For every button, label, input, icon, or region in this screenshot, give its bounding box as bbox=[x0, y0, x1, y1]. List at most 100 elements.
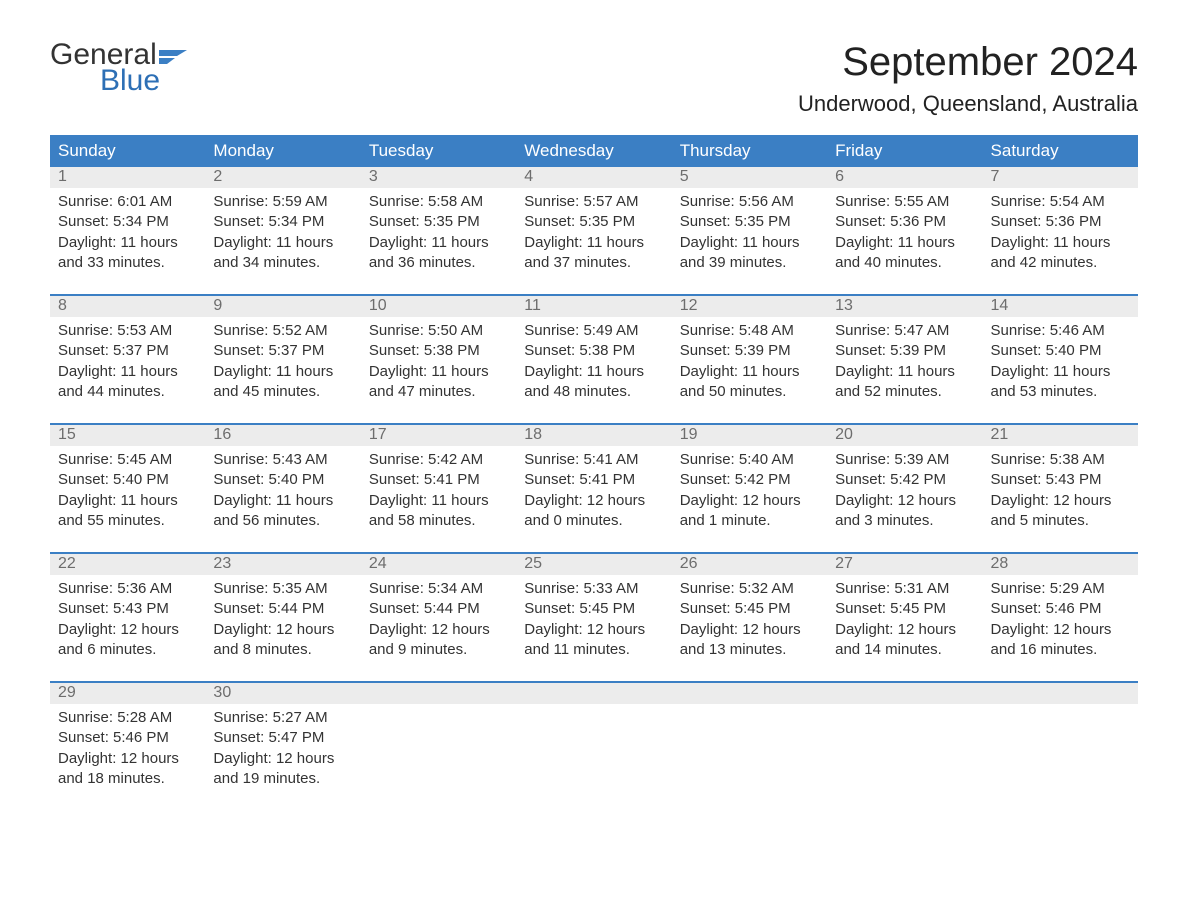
sunrise-line: Sunrise: 5:54 AM bbox=[991, 192, 1130, 212]
sunrise-value: 6:01 AM bbox=[117, 193, 172, 210]
day-number: 16 bbox=[205, 425, 360, 446]
day-cell: 11Sunrise: 5:49 AMSunset: 5:38 PMDayligh… bbox=[516, 296, 671, 424]
sunrise-line: Sunrise: 5:46 AM bbox=[991, 321, 1130, 341]
sunset-line: Sunset: 5:35 PM bbox=[524, 212, 663, 232]
sunset-value: 5:45 PM bbox=[735, 600, 791, 617]
daylight-label: Daylight: bbox=[680, 363, 738, 380]
sunrise-label: Sunrise: bbox=[58, 709, 113, 726]
sunrise-value: 5:32 AM bbox=[739, 580, 794, 597]
sunset-value: 5:45 PM bbox=[890, 600, 946, 617]
sunset-label: Sunset: bbox=[58, 600, 109, 617]
sunset-value: 5:39 PM bbox=[890, 342, 946, 359]
week-row: 8Sunrise: 5:53 AMSunset: 5:37 PMDaylight… bbox=[50, 296, 1138, 424]
day-cell bbox=[827, 683, 982, 811]
sunrise-line: Sunrise: 5:36 AM bbox=[58, 579, 197, 599]
day-cell: 3Sunrise: 5:58 AMSunset: 5:35 PMDaylight… bbox=[361, 167, 516, 295]
sunset-line: Sunset: 5:36 PM bbox=[835, 212, 974, 232]
sunset-label: Sunset: bbox=[680, 471, 731, 488]
day-cell: 9Sunrise: 5:52 AMSunset: 5:37 PMDaylight… bbox=[205, 296, 360, 424]
day-number: 17 bbox=[361, 425, 516, 446]
sunset-label: Sunset: bbox=[58, 471, 109, 488]
day-body: Sunrise: 5:48 AMSunset: 5:39 PMDaylight:… bbox=[672, 317, 827, 410]
day-number: 5 bbox=[672, 167, 827, 188]
sunrise-label: Sunrise: bbox=[58, 193, 113, 210]
sunset-line: Sunset: 5:45 PM bbox=[524, 599, 663, 619]
day-cell: 21Sunrise: 5:38 AMSunset: 5:43 PMDayligh… bbox=[983, 425, 1138, 553]
daylight-label: Daylight: bbox=[58, 621, 116, 638]
day-cell: 1Sunrise: 6:01 AMSunset: 5:34 PMDaylight… bbox=[50, 167, 205, 295]
day-body: Sunrise: 5:39 AMSunset: 5:42 PMDaylight:… bbox=[827, 446, 982, 539]
daylight-label: Daylight: bbox=[835, 621, 893, 638]
sunrise-line: Sunrise: 5:45 AM bbox=[58, 450, 197, 470]
day-header: Monday bbox=[205, 135, 360, 167]
page: General Blue September 2024 Underwood, Q… bbox=[0, 0, 1188, 861]
sunset-label: Sunset: bbox=[835, 213, 886, 230]
sunset-value: 5:39 PM bbox=[735, 342, 791, 359]
daylight-label: Daylight: bbox=[991, 363, 1049, 380]
sunrise-value: 5:47 AM bbox=[894, 322, 949, 339]
sunset-line: Sunset: 5:39 PM bbox=[835, 341, 974, 361]
daylight-line: Daylight: 11 hours and 39 minutes. bbox=[680, 233, 819, 274]
sunrise-value: 5:36 AM bbox=[117, 580, 172, 597]
sunrise-value: 5:28 AM bbox=[117, 709, 172, 726]
sunset-label: Sunset: bbox=[991, 342, 1042, 359]
sunrise-label: Sunrise: bbox=[524, 322, 579, 339]
sunset-line: Sunset: 5:37 PM bbox=[58, 341, 197, 361]
day-number: 19 bbox=[672, 425, 827, 446]
sunrise-value: 5:29 AM bbox=[1050, 580, 1105, 597]
day-number: 29 bbox=[50, 683, 205, 704]
sunset-line: Sunset: 5:37 PM bbox=[213, 341, 352, 361]
sunset-value: 5:41 PM bbox=[424, 471, 480, 488]
day-header: Thursday bbox=[672, 135, 827, 167]
sunset-value: 5:36 PM bbox=[890, 213, 946, 230]
daylight-label: Daylight: bbox=[369, 492, 427, 509]
sunset-label: Sunset: bbox=[524, 213, 575, 230]
daylight-label: Daylight: bbox=[680, 621, 738, 638]
sunset-value: 5:34 PM bbox=[268, 213, 324, 230]
sunset-line: Sunset: 5:47 PM bbox=[213, 728, 352, 748]
daylight-line: Daylight: 12 hours and 9 minutes. bbox=[369, 620, 508, 661]
sunrise-line: Sunrise: 5:34 AM bbox=[369, 579, 508, 599]
sunrise-value: 5:35 AM bbox=[273, 580, 328, 597]
daylight-line: Daylight: 11 hours and 40 minutes. bbox=[835, 233, 974, 274]
sunrise-line: Sunrise: 6:01 AM bbox=[58, 192, 197, 212]
sunrise-label: Sunrise: bbox=[369, 322, 424, 339]
day-body: Sunrise: 5:36 AMSunset: 5:43 PMDaylight:… bbox=[50, 575, 205, 668]
day-number: 18 bbox=[516, 425, 671, 446]
sunrise-line: Sunrise: 5:27 AM bbox=[213, 708, 352, 728]
day-cell: 2Sunrise: 5:59 AMSunset: 5:34 PMDaylight… bbox=[205, 167, 360, 295]
daylight-line: Daylight: 12 hours and 6 minutes. bbox=[58, 620, 197, 661]
sunrise-label: Sunrise: bbox=[991, 451, 1046, 468]
sunrise-value: 5:34 AM bbox=[428, 580, 483, 597]
daylight-label: Daylight: bbox=[213, 492, 271, 509]
sunset-line: Sunset: 5:35 PM bbox=[680, 212, 819, 232]
sunset-value: 5:45 PM bbox=[579, 600, 635, 617]
daylight-line: Daylight: 12 hours and 18 minutes. bbox=[58, 749, 197, 790]
daylight-label: Daylight: bbox=[213, 234, 271, 251]
sunrise-value: 5:45 AM bbox=[117, 451, 172, 468]
sunset-line: Sunset: 5:43 PM bbox=[991, 470, 1130, 490]
sunrise-label: Sunrise: bbox=[58, 580, 113, 597]
daylight-line: Daylight: 11 hours and 58 minutes. bbox=[369, 491, 508, 532]
sunset-label: Sunset: bbox=[213, 471, 264, 488]
daylight-line: Daylight: 11 hours and 48 minutes. bbox=[524, 362, 663, 403]
day-cell bbox=[672, 683, 827, 811]
sunrise-label: Sunrise: bbox=[524, 580, 579, 597]
sunset-line: Sunset: 5:44 PM bbox=[213, 599, 352, 619]
day-cell: 19Sunrise: 5:40 AMSunset: 5:42 PMDayligh… bbox=[672, 425, 827, 553]
sunset-label: Sunset: bbox=[213, 213, 264, 230]
day-header-row: SundayMondayTuesdayWednesdayThursdayFrid… bbox=[50, 135, 1138, 167]
day-body: Sunrise: 5:55 AMSunset: 5:36 PMDaylight:… bbox=[827, 188, 982, 281]
sunrise-line: Sunrise: 5:41 AM bbox=[524, 450, 663, 470]
sunrise-value: 5:48 AM bbox=[739, 322, 794, 339]
sunset-label: Sunset: bbox=[369, 471, 420, 488]
sunrise-line: Sunrise: 5:47 AM bbox=[835, 321, 974, 341]
day-body: Sunrise: 5:29 AMSunset: 5:46 PMDaylight:… bbox=[983, 575, 1138, 668]
day-cell: 23Sunrise: 5:35 AMSunset: 5:44 PMDayligh… bbox=[205, 554, 360, 682]
day-cell: 14Sunrise: 5:46 AMSunset: 5:40 PMDayligh… bbox=[983, 296, 1138, 424]
day-body: Sunrise: 5:52 AMSunset: 5:37 PMDaylight:… bbox=[205, 317, 360, 410]
day-cell: 17Sunrise: 5:42 AMSunset: 5:41 PMDayligh… bbox=[361, 425, 516, 553]
sunset-value: 5:43 PM bbox=[1046, 471, 1102, 488]
daylight-label: Daylight: bbox=[991, 234, 1049, 251]
day-body: Sunrise: 5:59 AMSunset: 5:34 PMDaylight:… bbox=[205, 188, 360, 281]
